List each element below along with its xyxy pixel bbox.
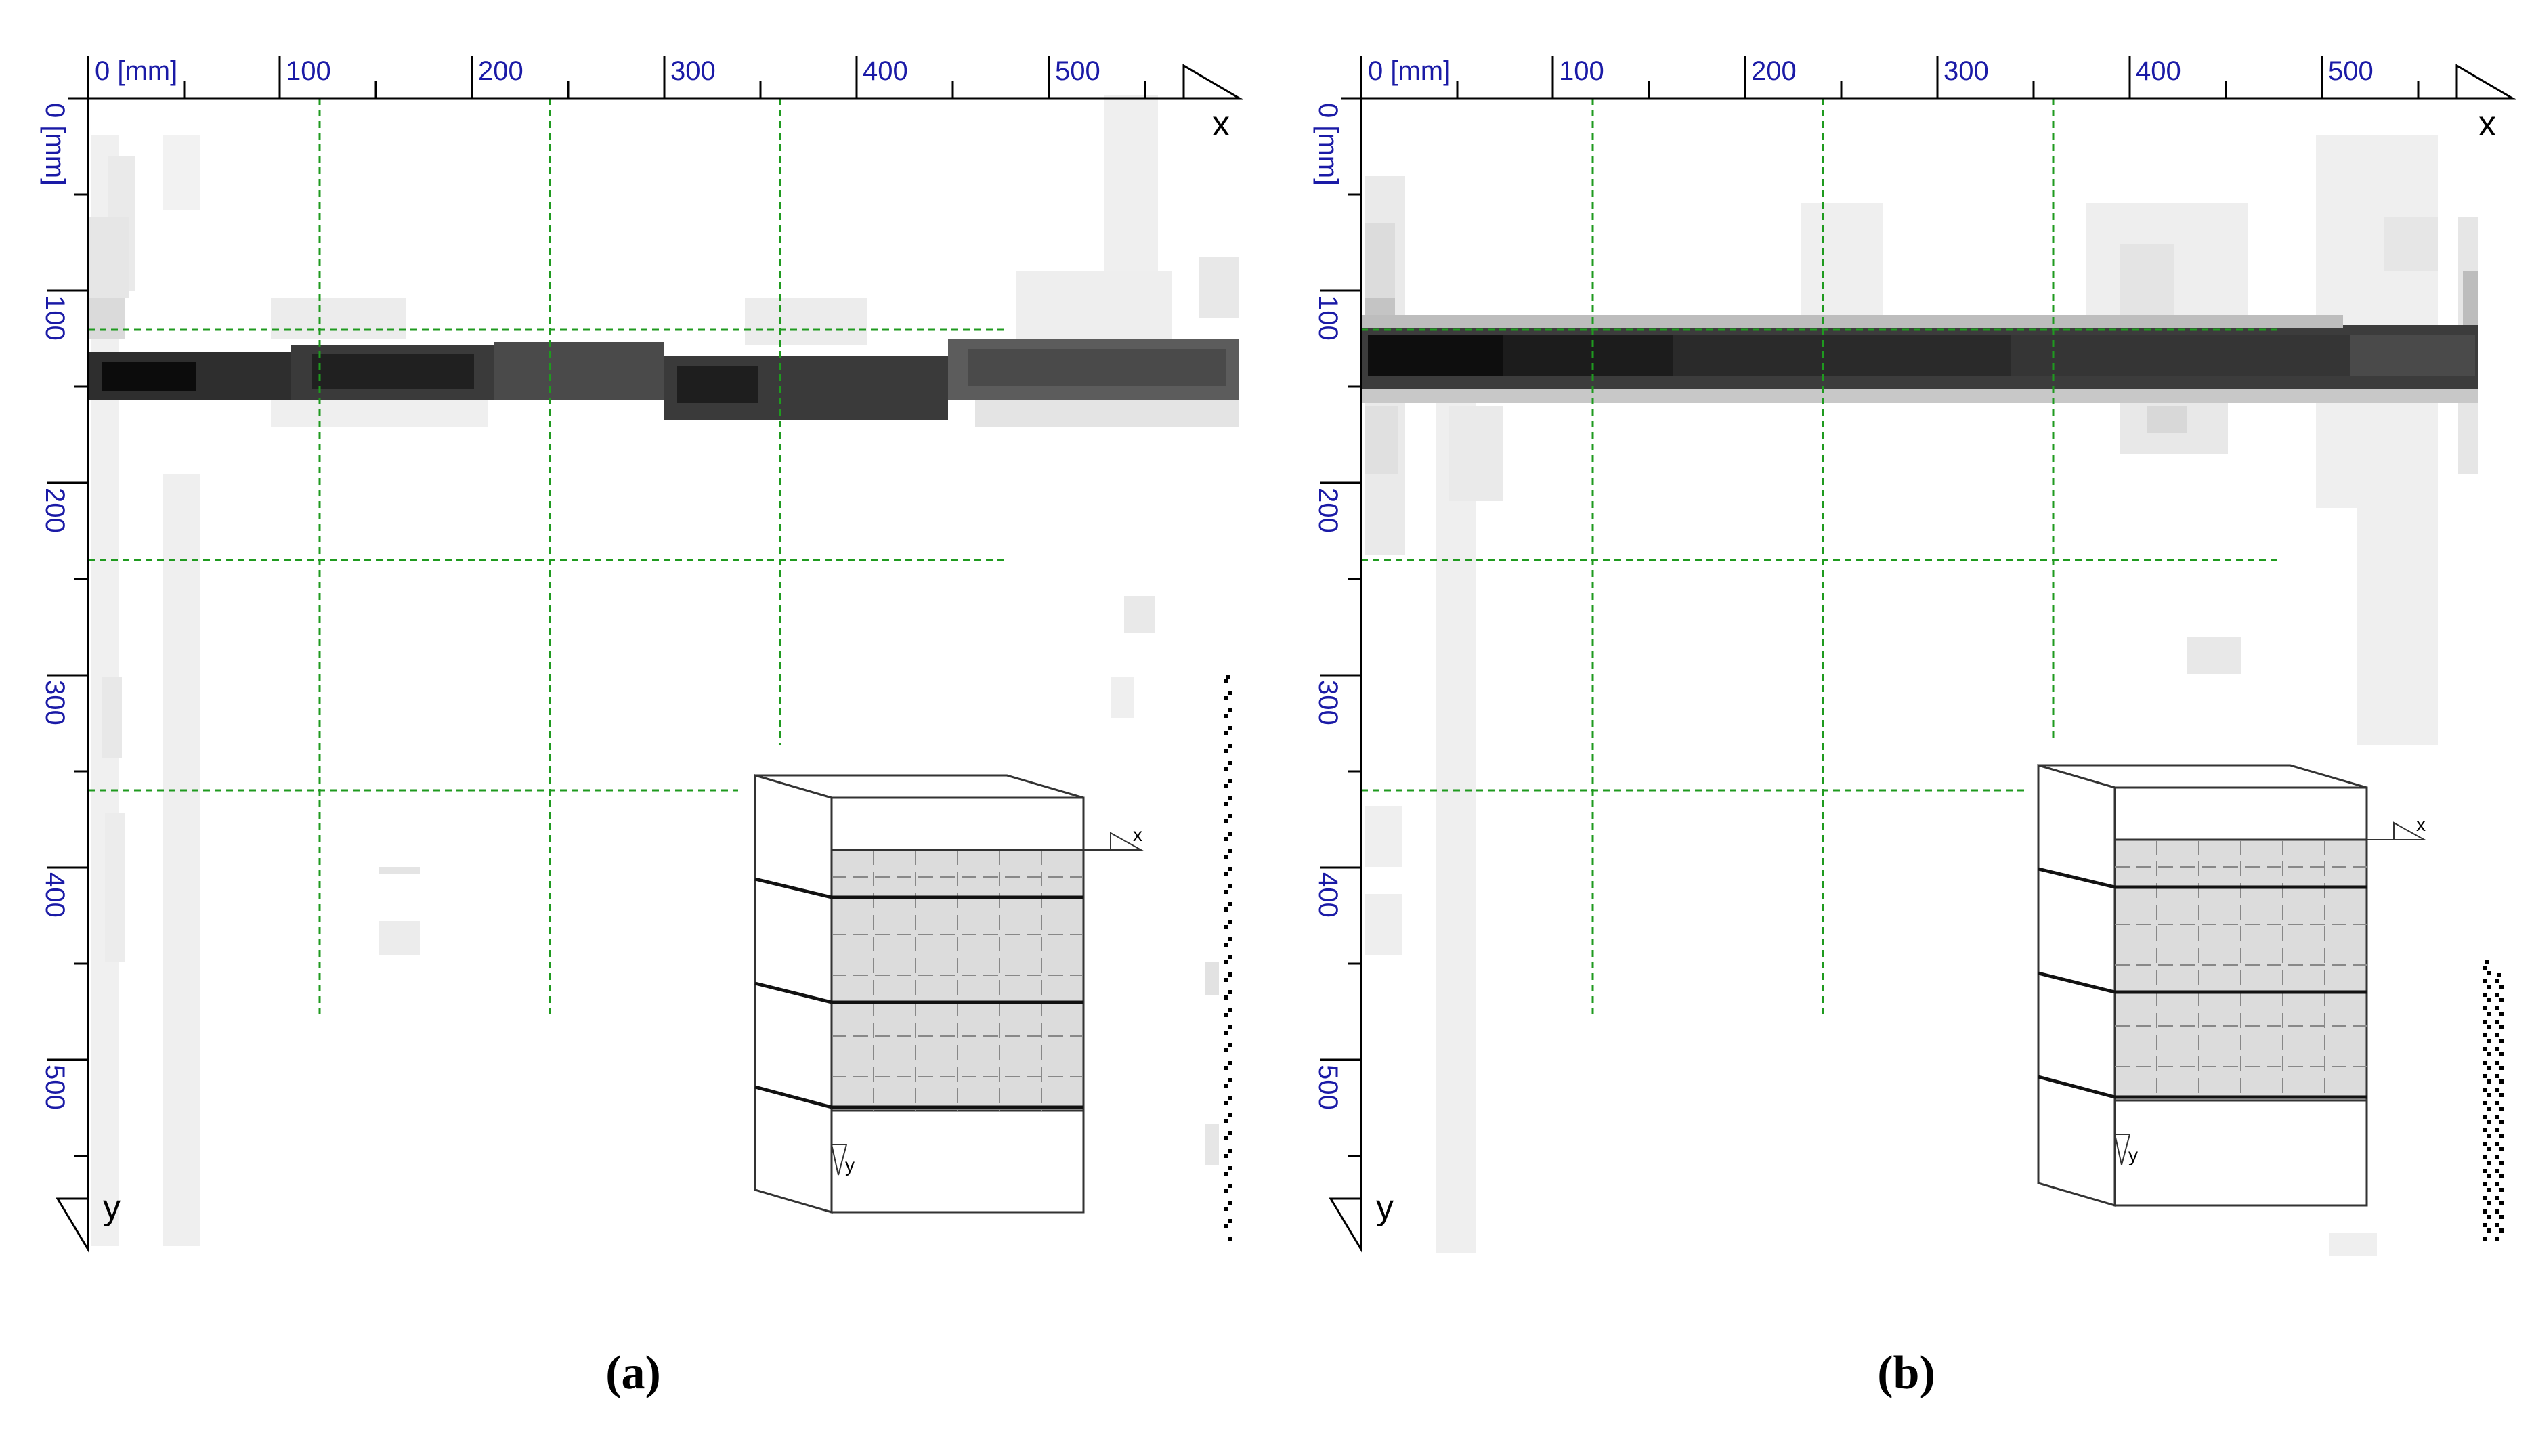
x-tick-label: 0 [mm]	[1368, 56, 1451, 86]
inset-x-letter: x	[1133, 824, 1142, 845]
y-tick-label: 200	[1313, 488, 1343, 533]
panel-a: x 0 [mm] 100 200 300 400 500 y	[40, 56, 1243, 1254]
scan-image	[1361, 135, 2504, 1256]
x-tick-labels: 0 [mm] 100 200 300 400 500	[1368, 56, 2374, 86]
y-axis-letter: y	[1376, 1188, 1394, 1227]
x-tick-label: 200	[478, 56, 523, 86]
x-tick-label: 500	[1055, 56, 1100, 86]
y-ruler	[47, 97, 89, 1249]
y-tick-label: 0 [mm]	[40, 103, 70, 186]
y-tick-label: 100	[40, 295, 70, 341]
x-axis-marker	[1182, 64, 1243, 100]
y-tick-label: 100	[1313, 295, 1343, 341]
x-tick-label: 200	[1751, 56, 1797, 86]
x-tick-label: 400	[863, 56, 908, 86]
x-ruler	[87, 56, 1239, 100]
y-tick-labels: 0 [mm] 100 200 300 400 500	[1313, 103, 1343, 1110]
y-ruler	[1320, 97, 1362, 1249]
inset-wall-sketch	[754, 773, 1144, 1214]
y-tick-label: 200	[40, 488, 70, 533]
y-tick-label: 500	[1313, 1065, 1343, 1110]
x-tick-label: 100	[286, 56, 331, 86]
y-tick-label: 300	[1313, 680, 1343, 725]
x-axis-letter: x	[2478, 104, 2496, 144]
y-tick-label: 300	[40, 680, 70, 725]
y-tick-label: 400	[40, 872, 70, 918]
inset-y-letter: y	[2128, 1144, 2138, 1165]
x-tick-label: 100	[1559, 56, 1604, 86]
x-tick-label: 400	[2136, 56, 2181, 86]
y-tick-label: 0 [mm]	[1313, 103, 1343, 186]
x-tick-label: 0 [mm]	[95, 56, 177, 86]
inset-x-letter: x	[2416, 814, 2426, 835]
x-tick-labels: 0 [mm] 100 200 300 400 500	[95, 56, 1100, 86]
x-axis-letter: x	[1212, 104, 1230, 144]
x-tick-label: 300	[1944, 56, 1989, 86]
y-tick-labels: 0 [mm] 100 200 300 400 500	[40, 103, 70, 1110]
x-ruler	[1360, 56, 2512, 100]
x-tick-label: 500	[2328, 56, 2374, 86]
panel-b: x 0 [mm] 100 200 300 400 500 y	[1313, 56, 2516, 1256]
y-tick-label: 500	[40, 1065, 70, 1110]
x-tick-label: 300	[670, 56, 716, 86]
caption-a: (a)	[605, 1347, 661, 1399]
y-axis-letter: y	[103, 1188, 121, 1227]
inset-wall-sketch	[2037, 763, 2427, 1207]
y-tick-label: 400	[1313, 872, 1343, 918]
grid-lines	[88, 98, 1009, 1016]
caption-b: (b)	[1877, 1347, 1935, 1399]
y-axis-marker	[56, 1197, 89, 1254]
y-axis-marker	[1329, 1197, 1362, 1254]
grid-lines	[1361, 98, 2282, 1016]
inset-y-letter: y	[845, 1155, 855, 1176]
scan-image	[88, 95, 1239, 1246]
x-axis-marker	[2455, 64, 2516, 100]
